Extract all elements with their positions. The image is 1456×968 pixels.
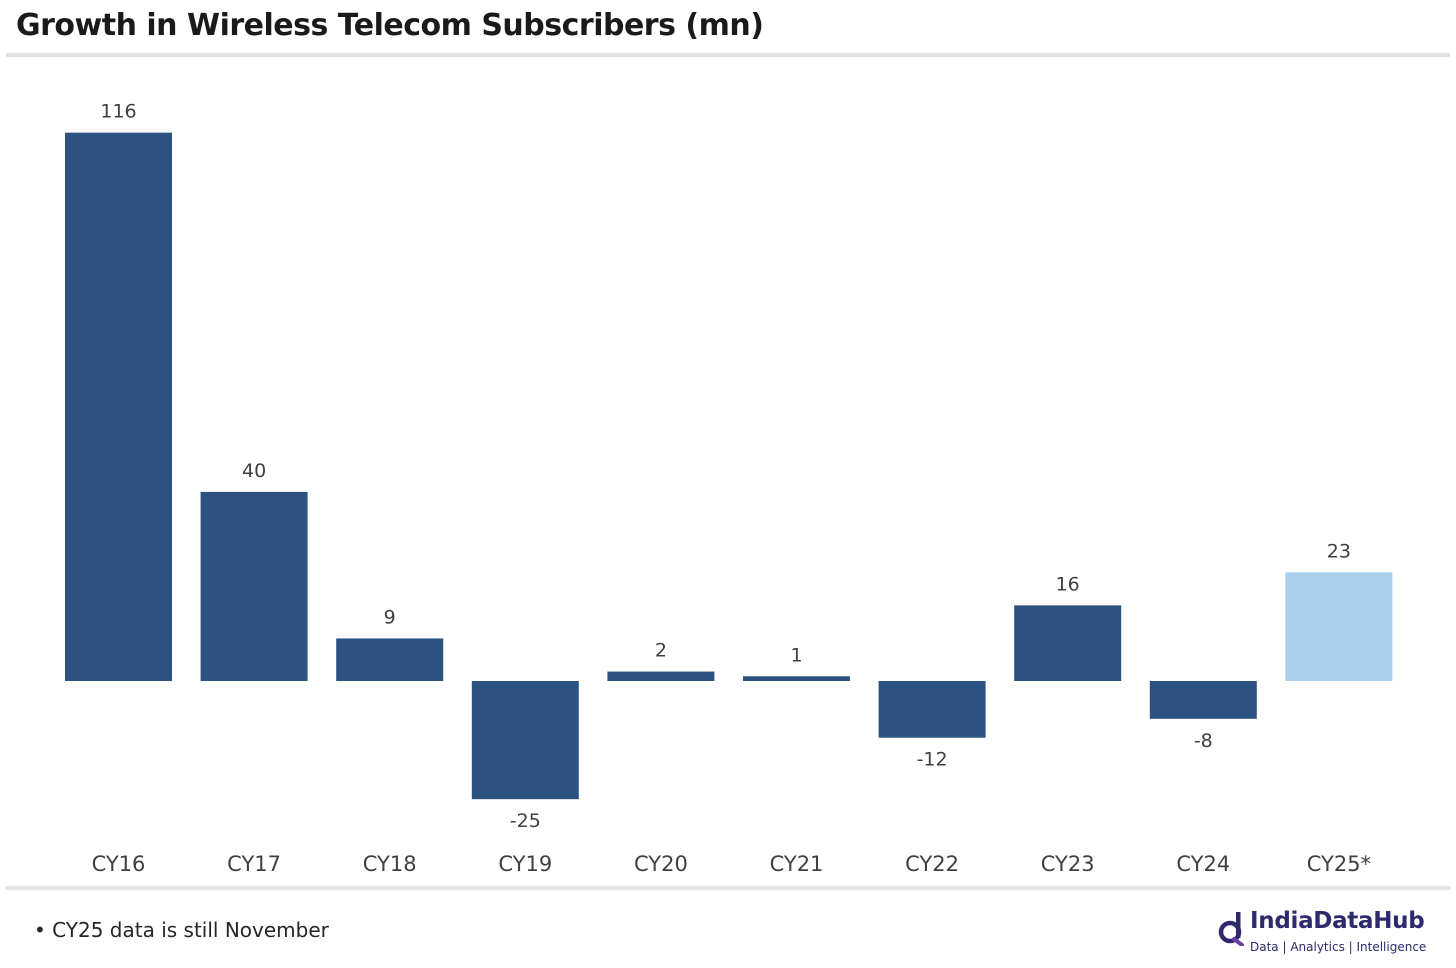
- bar-cy16: [65, 132, 172, 682]
- data-label: 9: [384, 606, 396, 628]
- bar-cy23: [1014, 605, 1122, 681]
- x-tick-label: CY16: [92, 852, 146, 876]
- bar-cy22: [878, 681, 986, 738]
- data-label: -8: [1194, 730, 1213, 752]
- bar-cy18: [336, 638, 444, 681]
- x-tick-label: CY25*: [1307, 852, 1371, 876]
- x-tick-label: CY23: [1041, 852, 1095, 876]
- bar-cy24: [1149, 681, 1257, 719]
- bar-chart: 116 CY16 40 CY17 9 CY18 -25 CY19 2 CY20 1 CY21 -12 CY…: [65, 101, 1393, 876]
- data-label: 1: [790, 644, 802, 666]
- indiadatahub-logo: IndiaDataHub Data | Analytics | Intellig…: [1218, 908, 1448, 960]
- x-tick-label: CY21: [770, 852, 824, 876]
- bar-cy25: [1285, 572, 1393, 681]
- logo-name: IndiaDataHub: [1250, 908, 1425, 934]
- data-label: -25: [510, 810, 541, 832]
- x-tick-label: CY18: [363, 852, 417, 876]
- bar-cy17: [200, 491, 308, 681]
- x-tick-label: CY24: [1176, 852, 1230, 876]
- data-label: 2: [655, 640, 667, 662]
- bar-cy21: [743, 676, 850, 681]
- data-label: 23: [1327, 540, 1351, 562]
- chart-title: Growth in Wireless Telecom Subscribers (…: [16, 8, 764, 43]
- data-label: -12: [917, 749, 948, 771]
- x-tick-label: CY20: [634, 852, 688, 876]
- x-tick-label: CY22: [905, 852, 959, 876]
- bottom-divider: [6, 886, 1450, 890]
- logo-mark-icon: [1218, 912, 1244, 946]
- x-tick-label: CY17: [227, 852, 281, 876]
- bar-cy20: [607, 671, 715, 681]
- top-divider: [6, 53, 1450, 57]
- footnote: • CY25 data is still November: [34, 918, 329, 942]
- data-label: 116: [100, 101, 136, 123]
- logo-tagline: Data | Analytics | Intelligence: [1250, 940, 1427, 954]
- x-tick-label: CY19: [498, 852, 552, 876]
- data-label: 16: [1056, 573, 1080, 595]
- bar-cy19: [471, 681, 579, 800]
- data-label: 40: [242, 460, 266, 482]
